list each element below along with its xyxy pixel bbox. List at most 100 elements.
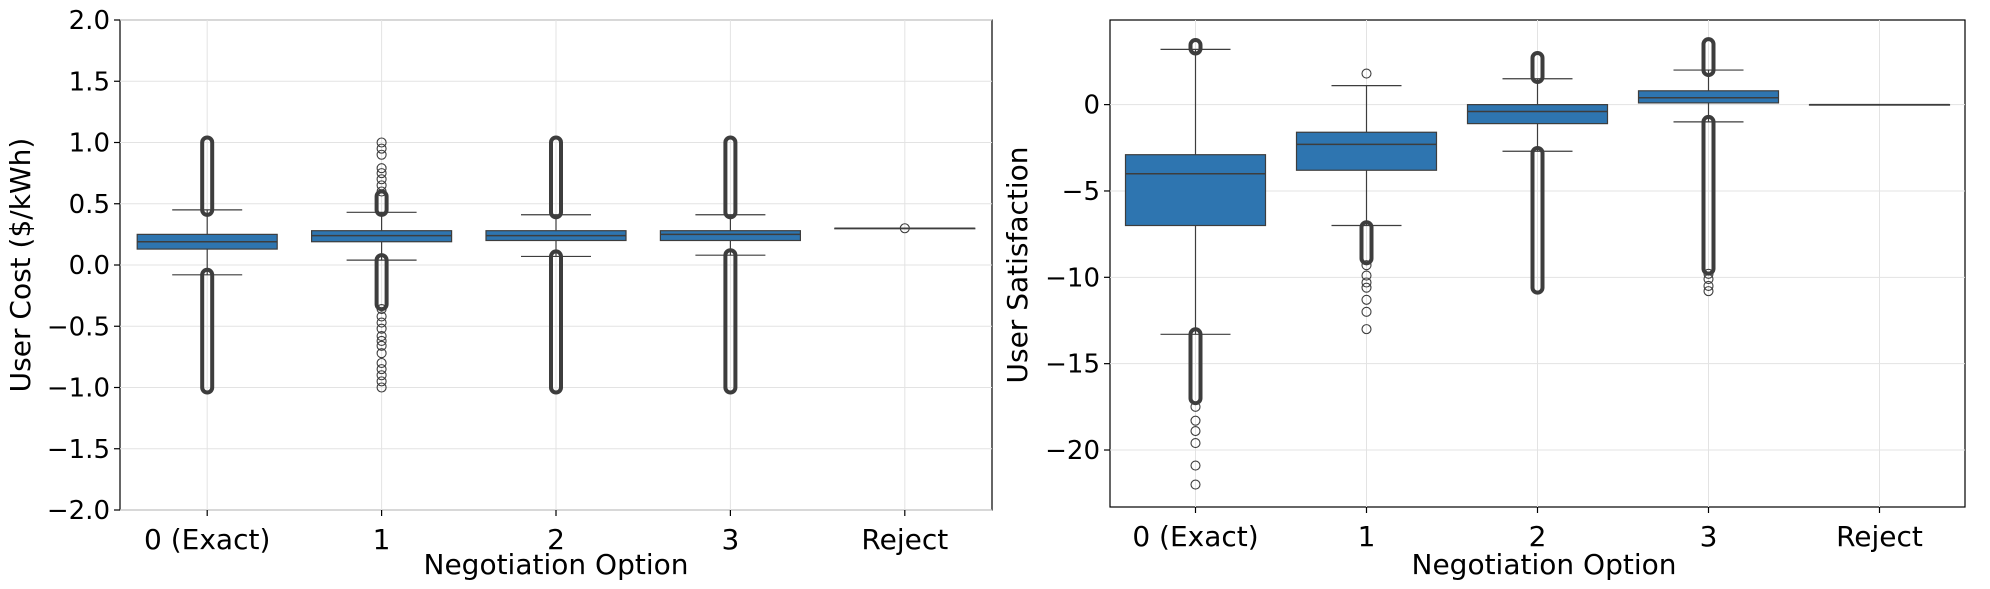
box-0: [136, 135, 278, 395]
y-tick-label: 1.5: [69, 67, 110, 97]
iqr-box: [1466, 104, 1609, 125]
boxes: [1124, 37, 1951, 490]
boxes: [136, 135, 976, 395]
box-1: [1295, 68, 1438, 335]
grid: [120, 19, 992, 511]
y-tick-label: 1.0: [69, 129, 110, 159]
outlier-band: [723, 248, 738, 395]
x-tick-label: 3: [721, 523, 739, 556]
outlier-point: [899, 223, 910, 234]
y-tick-label: −10: [1045, 263, 1100, 293]
box-1: [311, 137, 453, 393]
outlier-band: [200, 135, 215, 217]
iqr-box: [1124, 154, 1267, 227]
y-tick-label: −20: [1045, 436, 1100, 466]
outlier-point: [1190, 479, 1201, 490]
box-0: [1124, 38, 1267, 490]
outlier-band: [1188, 38, 1203, 56]
y-tick-label: −0.5: [47, 312, 110, 342]
outlier-point: [376, 376, 387, 387]
outlier-point: [1703, 286, 1714, 297]
outlier-band: [1188, 327, 1203, 406]
x-tick-label: 0 (Exact): [144, 523, 270, 556]
x-tick-label: 1: [373, 523, 391, 556]
outlier-point: [376, 174, 387, 185]
y-tick-label: −2.0: [47, 496, 110, 526]
x-axis-ticks: 0 (Exact) 1 2 3 Reject: [1132, 507, 1923, 553]
outlier-band: [549, 249, 563, 395]
outlier-point: [376, 168, 387, 179]
outlier-point: [376, 330, 387, 342]
outlier-point: [376, 163, 387, 174]
y-tick-label: 0: [1083, 91, 1100, 121]
outlier-point: [1190, 460, 1201, 471]
outlier-band: [1701, 114, 1716, 276]
outlier-point: [376, 137, 387, 148]
y-axis-ticks: −20 −15 −10 −5 0: [1045, 91, 1110, 466]
outlier-point: [376, 186, 387, 197]
outlier-point: [376, 348, 387, 359]
outlier-point: [1190, 401, 1201, 412]
outlier-point: [376, 180, 387, 191]
x-tick-label: 3: [1700, 520, 1718, 553]
box-2: [485, 135, 627, 395]
outlier-point: [1190, 425, 1201, 437]
outlier-point: [376, 357, 387, 369]
outlier-point: [1190, 438, 1201, 449]
outlier-band: [1359, 220, 1374, 266]
outlier-point: [376, 382, 387, 393]
y-tick-label: −1.5: [47, 435, 110, 465]
outlier-point: [1190, 415, 1201, 426]
y-tick-label: 2.0: [69, 6, 110, 36]
outlier-point: [1703, 280, 1714, 292]
box-3: [1637, 37, 1780, 297]
outlier-point: [376, 323, 387, 334]
outlier-band: [374, 253, 389, 312]
y-tick-label: 0.5: [69, 190, 110, 220]
box-3: [659, 135, 802, 395]
outlier-point: [376, 304, 387, 315]
x-axis-label: Negotiation Option: [424, 548, 689, 581]
outlier-point: [1361, 306, 1372, 317]
outlier-band: [374, 189, 389, 217]
outlier-point: [1361, 270, 1372, 281]
outlier-point: [376, 317, 387, 328]
box-2: [1466, 50, 1609, 295]
outlier-point: [1703, 273, 1714, 285]
outlier-point: [376, 311, 387, 322]
y-axis-label: User Cost ($/kWh): [4, 138, 37, 393]
user-satisfaction-chart: −20 −15 −10 −5 0 0 (Exact) 1 2 3 Reject Negotiat…: [1001, 19, 1966, 581]
outlier-band: [1530, 145, 1545, 295]
outlier-band: [1530, 50, 1545, 84]
outlier-point: [1361, 260, 1372, 271]
iqr-box: [659, 230, 802, 242]
y-tick-label: 0.0: [69, 251, 110, 281]
outlier-point: [1361, 294, 1372, 305]
x-axis-label: Negotiation Option: [1412, 548, 1677, 581]
outlier-band: [1701, 37, 1716, 78]
outlier-band: [549, 135, 563, 220]
outlier-point: [376, 143, 387, 154]
user-cost-chart: −2.0 −1.5 −1.0 −0.5 0.0 0.5 1.0 1.5 2.0 0 (Exact…: [4, 6, 993, 581]
box-4: [1808, 103, 1951, 106]
x-axis-ticks: 0 (Exact) 1 2 3 Reject: [144, 510, 948, 556]
y-tick-label: −1.0: [47, 374, 110, 404]
outlier-point: [1361, 324, 1372, 335]
outlier-point: [376, 335, 387, 347]
outlier-point: [1361, 68, 1372, 79]
iqr-box: [1637, 90, 1780, 104]
y-tick-label: −5: [1062, 177, 1100, 207]
outlier-point: [376, 149, 387, 160]
x-tick-label: 1: [1358, 520, 1376, 553]
x-tick-label: Reject: [1836, 520, 1923, 553]
outlier-band: [200, 267, 215, 395]
x-tick-label: 0 (Exact): [1132, 520, 1258, 553]
outlier-band: [723, 135, 738, 220]
outlier-point: [1361, 277, 1372, 288]
x-tick-label: Reject: [861, 523, 948, 556]
outlier-point: [376, 340, 387, 351]
outlier-point: [1361, 282, 1372, 293]
outlier-point: [1703, 268, 1714, 279]
x-tick-label: 2: [1529, 520, 1547, 553]
